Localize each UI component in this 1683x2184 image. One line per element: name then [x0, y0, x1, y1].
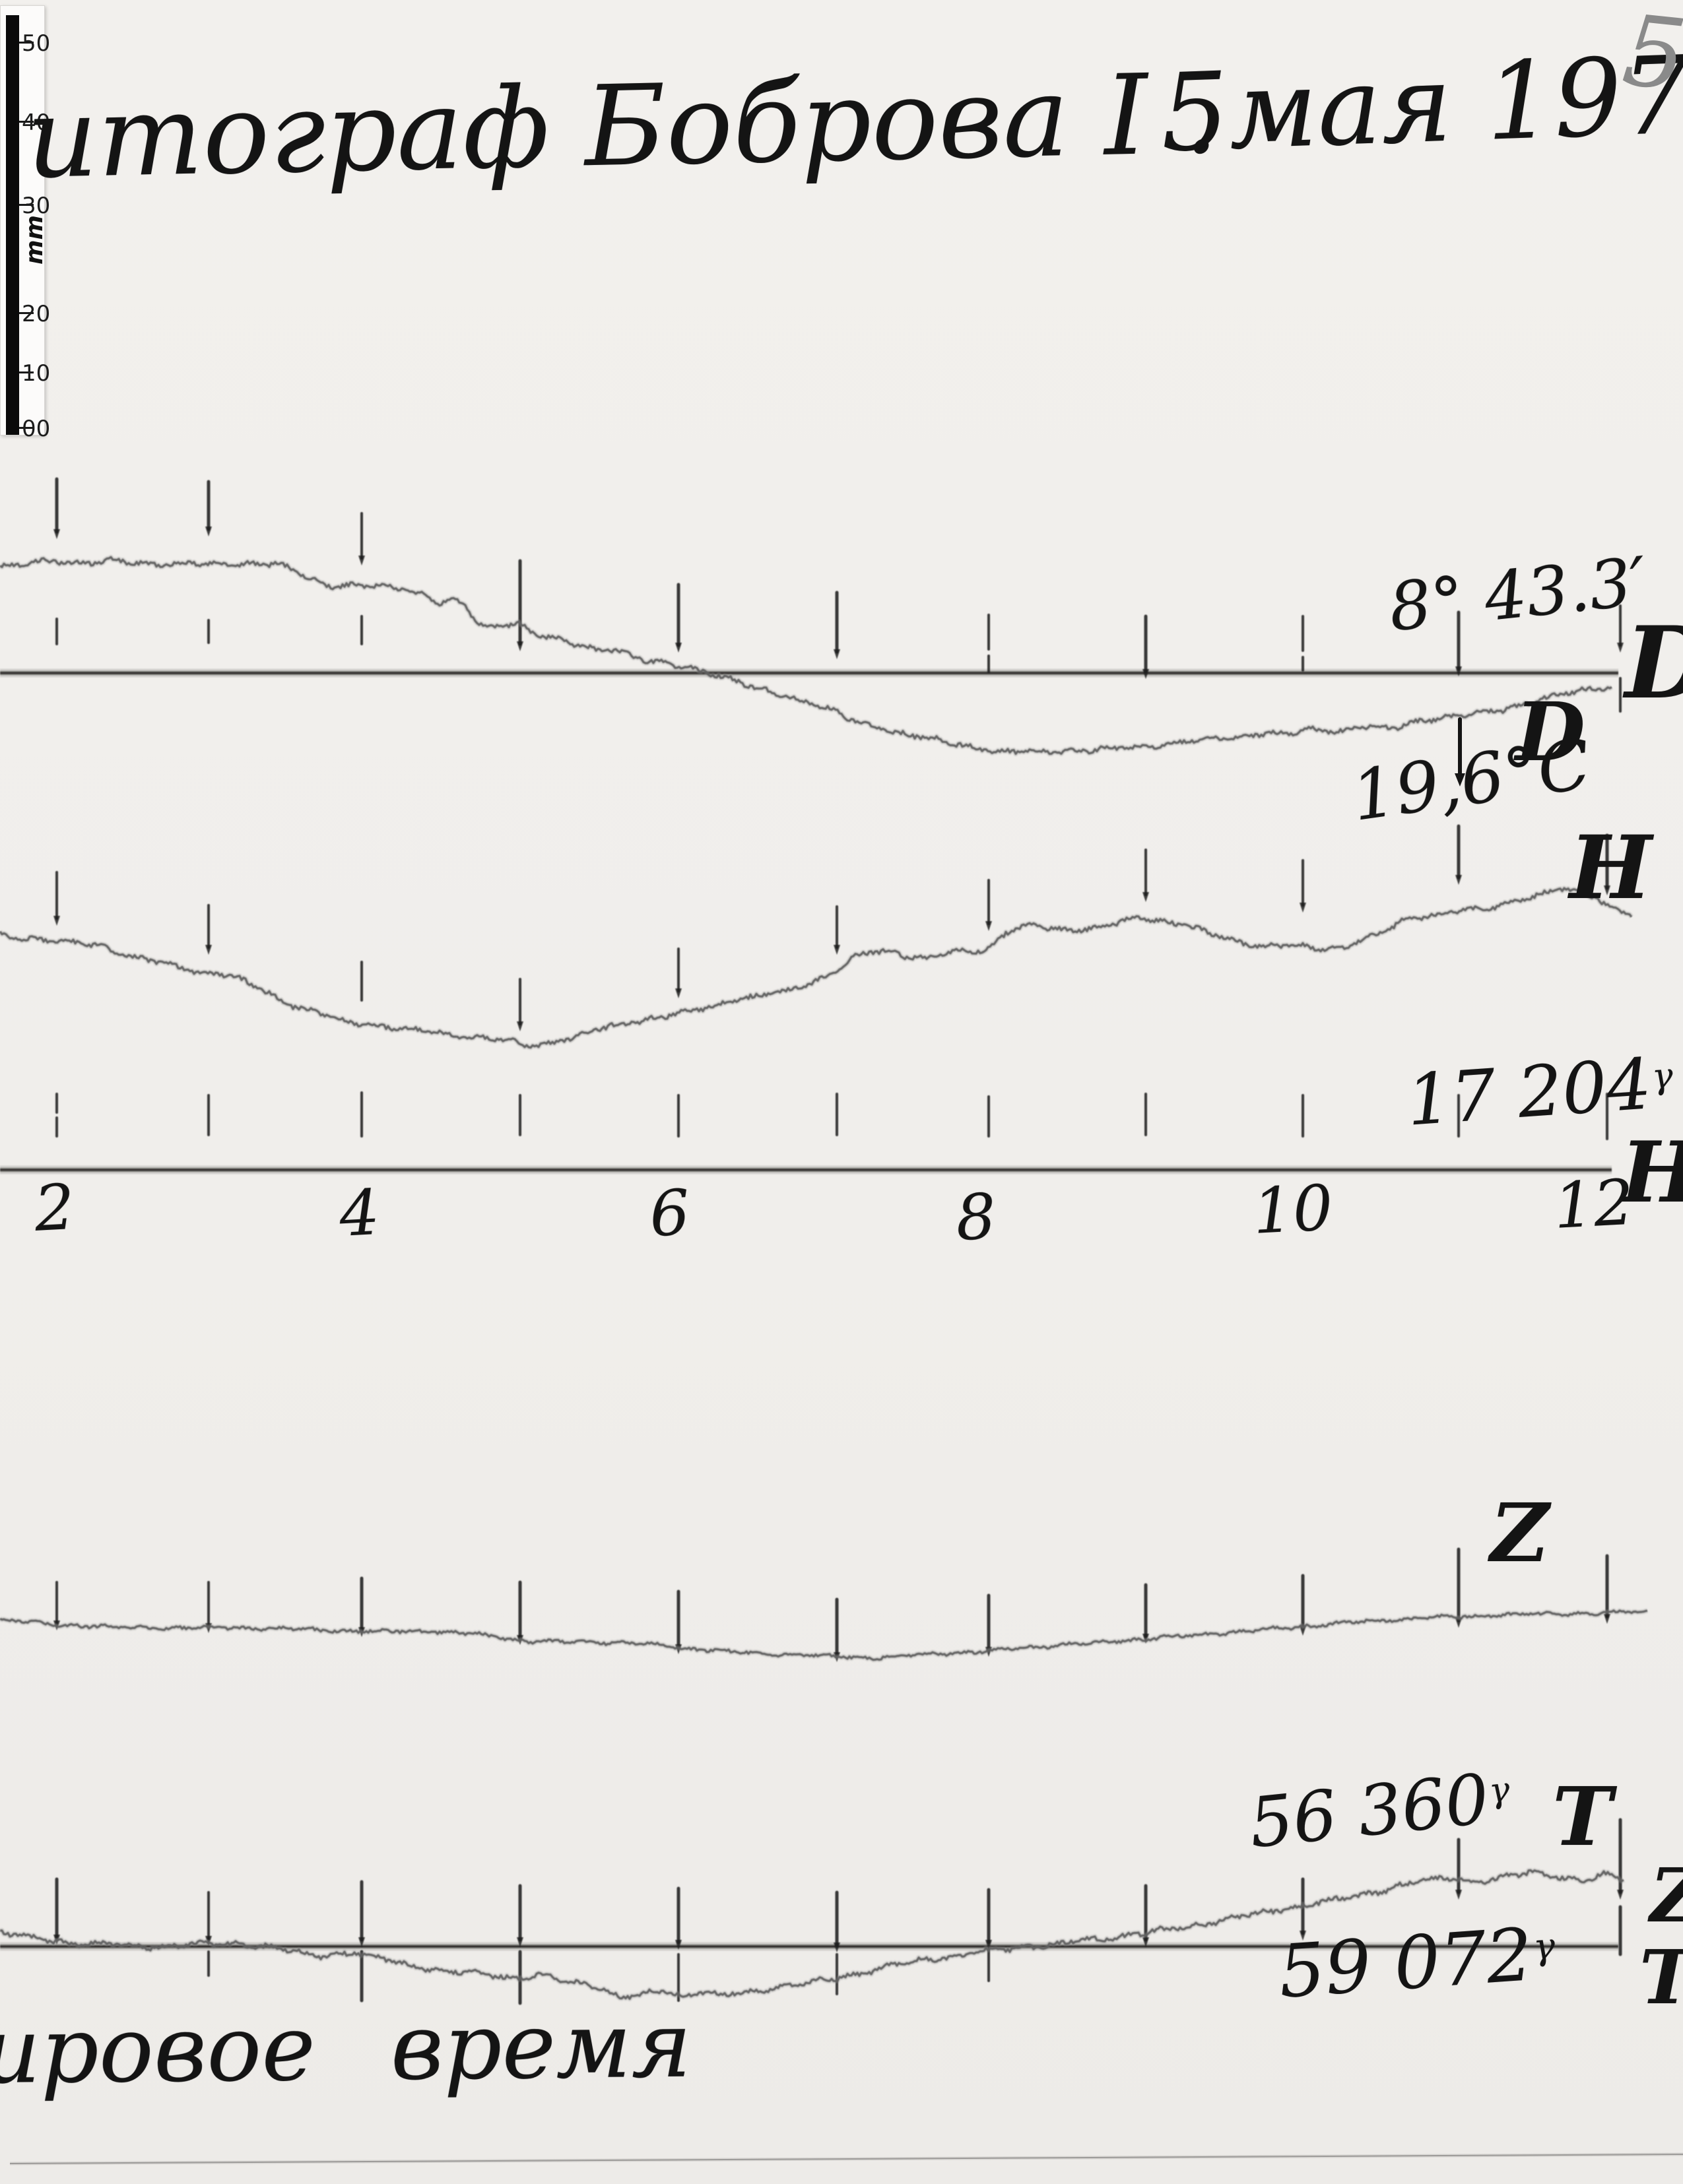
traces: [0, 554, 1648, 2002]
ruler-tick: [19, 204, 34, 206]
hour-label-10: 10: [1251, 1171, 1335, 1248]
trace-T: [0, 1869, 1624, 2001]
ruler-label-50: 50: [22, 30, 51, 57]
ruler-unit-label: mm: [21, 214, 48, 265]
trace-Z: [0, 1609, 1648, 1661]
label-z-trace: Z: [1490, 1485, 1550, 1580]
ruler-tick: [19, 371, 34, 373]
hour-label-2: 2: [32, 1171, 77, 1246]
ruler-tick: [19, 312, 34, 314]
ruler-label-00: 00: [22, 416, 51, 442]
ruler-tick: [19, 427, 34, 429]
hour-ticks: [53, 477, 1624, 2005]
label-t-baseline-cut: T.: [1639, 1935, 1683, 2021]
label-d-baseline: D: [1625, 614, 1683, 713]
page-title: итограф Боброва I .: [24, 49, 1220, 203]
hour-label-12: 12: [1552, 1166, 1636, 1243]
label-z-baseline-cut: Z: [1650, 1859, 1683, 1933]
trace-D: [0, 556, 1612, 755]
ruler-bar: [6, 15, 19, 435]
ruler-tick: [19, 42, 34, 44]
time-axis-caption: ировое время: [0, 1991, 692, 2104]
label-t-trace: T: [1552, 1769, 1612, 1864]
annotation-t-baseline-value: 59 072γ: [1276, 1912, 1557, 2014]
hour-label-4: 4: [337, 1176, 381, 1251]
trace-H: [0, 887, 1633, 1049]
annotation-h-baseline-value: 17 204γ: [1404, 1043, 1674, 1141]
page-title-date: 5мая 1972г: [1158, 29, 1683, 176]
ruler-tick: [19, 121, 34, 123]
label-h-trace: H: [1569, 817, 1652, 919]
ruler-label-40: 40: [22, 110, 51, 136]
mm-scale-ruler: 50 40 30 20 10 00 mm: [0, 5, 50, 440]
ruler-label-20: 20: [22, 301, 51, 327]
ruler-label-30: 30: [22, 193, 51, 219]
ruler-label-10: 10: [22, 360, 51, 387]
label-d-trace: D: [1515, 684, 1585, 779]
page-number: 5: [1618, 0, 1683, 113]
hour-label-6: 6: [647, 1176, 692, 1251]
baselines: [0, 668, 1618, 1951]
label-h-baseline: H: [1621, 1131, 1683, 1214]
hour-label-8: 8: [954, 1180, 998, 1255]
